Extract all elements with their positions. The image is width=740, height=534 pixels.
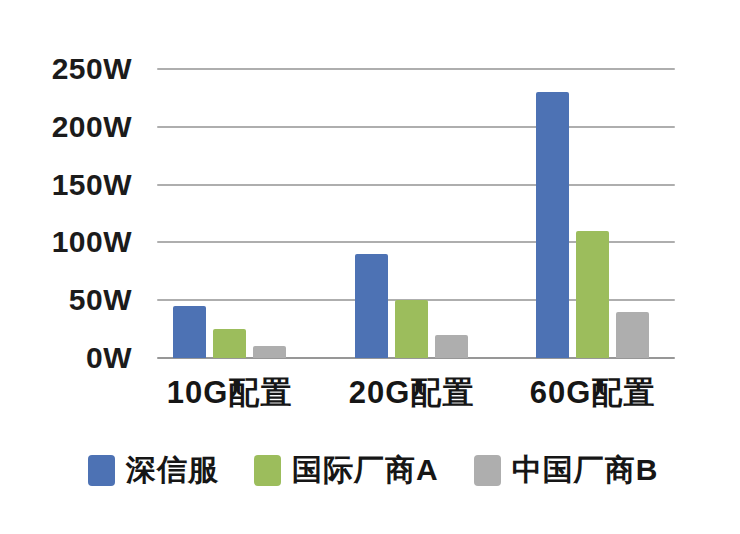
legend-item: 深信服 — [88, 450, 219, 491]
bar-60G配置-国际厂商A — [576, 231, 609, 358]
bar-10G配置-中国厂商B — [253, 346, 286, 358]
power-consumption-bar-chart: 250W 200W 150W 100W 50W 0W 10G配置 20G配置 60G配置 深信… — [0, 0, 740, 534]
x-category-label: 20G配置 — [349, 372, 475, 414]
y-tick-label: 200W — [28, 112, 132, 142]
y-tick-label: 50W — [28, 285, 132, 315]
x-category-label: 60G配置 — [530, 372, 656, 414]
legend-swatch-icon — [474, 455, 501, 486]
legend-label: 深信服 — [126, 450, 219, 491]
x-category-label: 10G配置 — [167, 372, 293, 414]
legend: 深信服 国际厂商A 中国厂商B — [88, 450, 658, 491]
legend-swatch-icon — [88, 455, 115, 486]
bar-group — [536, 92, 649, 358]
bar-20G配置-国际厂商A — [395, 300, 428, 358]
y-tick-label: 100W — [28, 227, 132, 257]
bar-20G配置-中国厂商B — [435, 335, 468, 358]
legend-item: 国际厂商A — [254, 450, 439, 491]
bar-group — [355, 254, 468, 358]
legend-label: 中国厂商B — [512, 450, 659, 491]
bar-20G配置-深信服 — [355, 254, 388, 358]
legend-label: 国际厂商A — [292, 450, 439, 491]
bar-60G配置-中国厂商B — [616, 312, 649, 358]
gridline — [157, 68, 675, 70]
y-tick-label: 0W — [28, 343, 132, 373]
bar-group — [173, 306, 286, 358]
plot-area — [157, 69, 675, 358]
bar-10G配置-深信服 — [173, 306, 206, 358]
legend-item: 中国厂商B — [474, 450, 659, 491]
bar-60G配置-深信服 — [536, 92, 569, 358]
y-tick-label: 150W — [28, 170, 132, 200]
legend-swatch-icon — [254, 455, 281, 486]
y-tick-label: 250W — [28, 54, 132, 84]
bar-10G配置-国际厂商A — [213, 329, 246, 358]
